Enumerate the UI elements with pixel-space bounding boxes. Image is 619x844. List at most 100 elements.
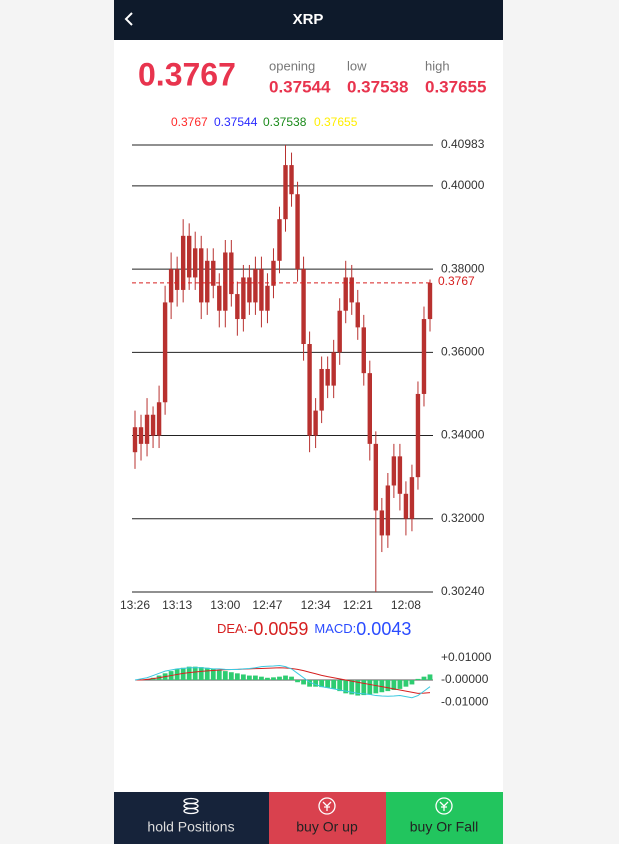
macd-bar bbox=[271, 677, 276, 680]
x-tick-label: 12:34 bbox=[301, 598, 331, 612]
candle-body bbox=[132, 427, 138, 453]
macd-bar bbox=[265, 677, 270, 680]
candle-body bbox=[162, 302, 168, 403]
candle-body bbox=[235, 294, 240, 320]
candle-body bbox=[379, 510, 385, 536]
ma-legend: 0.37538 bbox=[263, 115, 307, 129]
macd-bar bbox=[331, 680, 337, 689]
buy-fall-button[interactable] bbox=[386, 792, 503, 844]
candle-body bbox=[325, 368, 330, 386]
macd-bar bbox=[186, 666, 192, 680]
candle-body bbox=[409, 477, 415, 519]
header-bar bbox=[114, 0, 503, 40]
last-price-label: 0.3767 bbox=[438, 274, 475, 288]
macd-bar bbox=[337, 680, 343, 692]
candle-body bbox=[247, 277, 252, 303]
candle-body bbox=[211, 260, 216, 286]
macd-bar bbox=[355, 680, 361, 696]
candle-body bbox=[168, 269, 174, 303]
button-label: buy Or up bbox=[296, 819, 358, 835]
header-title: XRP bbox=[293, 11, 324, 28]
candle-body bbox=[337, 310, 342, 353]
candle-body bbox=[385, 485, 391, 536]
y-tick-label: 0.30240 bbox=[441, 584, 485, 598]
macd-bar bbox=[397, 680, 403, 689]
candle-body bbox=[156, 402, 162, 436]
y-tick-label: 0.40000 bbox=[441, 178, 485, 192]
x-tick-label: 12:47 bbox=[252, 598, 282, 612]
macd-bar bbox=[343, 680, 349, 694]
candle-body bbox=[186, 235, 192, 278]
macd-bar bbox=[253, 675, 258, 680]
x-tick-label: 13:13 bbox=[162, 598, 192, 612]
macd-bar bbox=[259, 676, 264, 680]
macd-bar bbox=[319, 680, 325, 688]
macd-bar bbox=[192, 666, 198, 680]
candle-body bbox=[331, 352, 336, 386]
y-tick-label: 0.38000 bbox=[441, 261, 485, 275]
candle-body bbox=[199, 248, 204, 303]
macd-bar bbox=[379, 680, 385, 693]
candle-body bbox=[295, 194, 300, 270]
candle-body bbox=[355, 302, 360, 328]
back-button[interactable] bbox=[124, 12, 133, 26]
candle-body bbox=[180, 235, 186, 290]
candle-body bbox=[367, 373, 372, 444]
y-tick-label: 0.32000 bbox=[441, 511, 485, 525]
candle-body bbox=[150, 414, 156, 436]
x-tick-label: 13:00 bbox=[210, 598, 240, 612]
indicator-name: MACD: bbox=[314, 621, 356, 636]
candle-body bbox=[265, 285, 270, 311]
candle-body bbox=[229, 252, 234, 295]
stat-label: high bbox=[425, 58, 450, 73]
hold-positions-button[interactable] bbox=[114, 792, 269, 844]
current-price: 0.3767 bbox=[138, 56, 236, 92]
ma-legend: 0.3767 bbox=[171, 115, 208, 129]
macd-bar bbox=[301, 680, 306, 685]
candle-body bbox=[253, 269, 258, 303]
macd-bar bbox=[361, 680, 367, 696]
candle-body bbox=[403, 493, 409, 519]
indicator-value: -0.0059 bbox=[247, 619, 308, 639]
candle-body bbox=[373, 443, 379, 511]
macd-bar bbox=[210, 668, 216, 680]
candle-body bbox=[391, 456, 397, 486]
macd-bar bbox=[409, 680, 415, 685]
macd-bar bbox=[228, 672, 234, 680]
button-label: hold Positions bbox=[147, 819, 234, 835]
macd-bar bbox=[204, 667, 210, 680]
macd-bar bbox=[234, 673, 240, 680]
macd-bar bbox=[277, 676, 282, 680]
buy-up-button[interactable] bbox=[269, 792, 386, 844]
macd-bar bbox=[313, 680, 319, 687]
button-label: buy Or Fall bbox=[410, 819, 478, 835]
candle-body bbox=[259, 269, 264, 311]
macd-bar bbox=[349, 680, 355, 695]
candle-body bbox=[138, 427, 144, 444]
candle-body bbox=[217, 285, 222, 311]
macd-bar bbox=[403, 680, 409, 687]
candle-body bbox=[223, 252, 228, 311]
macd-bar bbox=[216, 670, 222, 680]
candle-body bbox=[301, 269, 306, 345]
candle-body bbox=[361, 327, 366, 374]
indicator-value: 0.0043 bbox=[356, 619, 411, 639]
macd-bar bbox=[391, 680, 397, 690]
candle-body bbox=[313, 410, 318, 436]
candle-body bbox=[205, 260, 210, 303]
macd-bar bbox=[180, 667, 186, 680]
y-tick-label: -0.00000 bbox=[441, 672, 489, 686]
macd-bar bbox=[415, 678, 421, 680]
candle-body bbox=[277, 219, 282, 261]
stat-label: opening bbox=[269, 58, 315, 73]
candle-body bbox=[343, 277, 348, 311]
candle-body bbox=[144, 414, 150, 444]
macd-bar bbox=[289, 676, 294, 680]
candle-body bbox=[271, 260, 276, 286]
candle-body bbox=[289, 165, 294, 195]
candle-body bbox=[283, 165, 288, 220]
macd-bar bbox=[307, 680, 312, 687]
macd-bar bbox=[246, 675, 252, 680]
indicator-line bbox=[135, 667, 431, 694]
